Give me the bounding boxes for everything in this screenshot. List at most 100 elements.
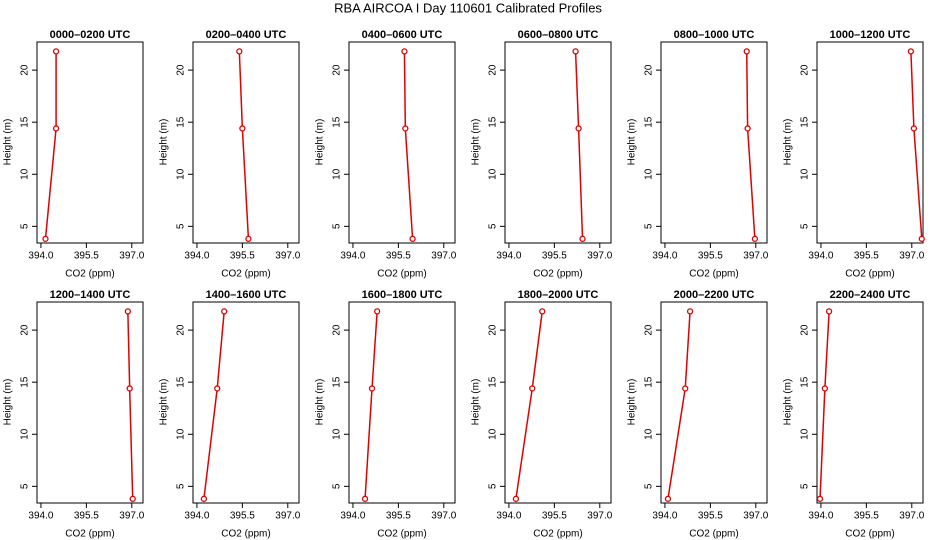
y-tick-label: 15 xyxy=(20,376,31,388)
y-tick-label: 20 xyxy=(176,64,187,76)
plot-frame xyxy=(660,41,768,244)
panel-title: 0200–0400 UTC xyxy=(206,29,287,41)
x-tick-label: 397.0 xyxy=(275,511,300,522)
panel: 2000–2200 UTC 394.0 395.5 397.0 5 10 15 20 CO2 (… xyxy=(627,289,769,540)
y-tick-label: 15 xyxy=(800,116,811,128)
y-axis-label: Height (m) xyxy=(783,119,794,166)
y-tick-label: 5 xyxy=(800,223,811,229)
y-tick-label: 5 xyxy=(176,223,187,229)
panel-title: 0800–1000 UTC xyxy=(674,29,755,41)
x-axis-label: CO2 (ppm) xyxy=(221,529,270,540)
x-axis-label: CO2 (ppm) xyxy=(377,529,426,540)
data-point xyxy=(572,48,579,55)
data-point xyxy=(221,308,228,315)
x-axis-label: CO2 (ppm) xyxy=(689,529,738,540)
profile-line xyxy=(745,51,756,239)
y-tick-label: 15 xyxy=(488,116,499,128)
x-tick-label: 395.5 xyxy=(698,511,723,522)
y-tick-label: 5 xyxy=(332,483,343,489)
y-tick-label: 10 xyxy=(800,428,811,440)
x-tick-label: 397.0 xyxy=(587,511,612,522)
data-point xyxy=(539,308,546,315)
y-tick-label: 5 xyxy=(20,223,31,229)
y-tick-label: 20 xyxy=(332,324,343,336)
data-point xyxy=(743,48,750,55)
data-point xyxy=(374,308,381,315)
x-tick-label: 394.0 xyxy=(184,251,209,262)
x-axis-label: CO2 (ppm) xyxy=(221,269,270,280)
plot-frame xyxy=(348,301,456,504)
data-point xyxy=(664,495,672,502)
x-tick-label: 394.0 xyxy=(340,511,365,522)
plot-frame xyxy=(816,41,924,244)
panel: 0000–0200 UTC 394.0 395.5 397.0 5 10 15 20 CO2 (… xyxy=(3,29,145,280)
y-tick-label: 15 xyxy=(644,376,655,388)
panel-title: 1800–2000 UTC xyxy=(518,289,599,301)
x-tick-label: 394.0 xyxy=(184,511,209,522)
y-tick-label: 10 xyxy=(176,428,187,440)
panel: 1000–1200 UTC 394.0 395.5 397.0 5 10 15 20 CO2 (… xyxy=(783,29,925,280)
y-axis-label: Height (m) xyxy=(627,119,638,166)
data-point xyxy=(124,308,132,315)
y-tick-label: 20 xyxy=(488,324,499,336)
profile-line xyxy=(364,311,378,499)
panel: 1600–1800 UTC 394.0 395.5 397.0 5 10 15 20 CO2 (… xyxy=(315,289,457,540)
profile-line xyxy=(910,51,923,239)
x-tick-label: 395.5 xyxy=(854,511,879,522)
panel-title: 0600–0800 UTC xyxy=(518,29,599,41)
y-tick-label: 20 xyxy=(644,324,655,336)
x-axis-label: CO2 (ppm) xyxy=(845,529,894,540)
x-tick-label: 395.5 xyxy=(386,511,411,522)
y-tick-label: 20 xyxy=(176,324,187,336)
profile-line xyxy=(667,311,691,499)
x-tick-label: 397.0 xyxy=(743,511,768,522)
y-tick-label: 20 xyxy=(800,324,811,336)
x-tick-label: 395.5 xyxy=(74,251,99,262)
x-tick-label: 394.0 xyxy=(28,511,53,522)
x-tick-label: 394.0 xyxy=(496,511,521,522)
data-point xyxy=(239,125,246,132)
page-title: RBA AIRCOA I Day 110601 Calibrated Profi… xyxy=(334,0,602,15)
y-tick-label: 10 xyxy=(644,168,655,180)
data-point xyxy=(575,125,582,132)
x-tick-label: 394.0 xyxy=(340,251,365,262)
data-point xyxy=(214,385,221,392)
data-point xyxy=(686,308,694,315)
y-axis-label: Height (m) xyxy=(627,379,638,426)
profile-line xyxy=(238,51,250,239)
data-point xyxy=(512,495,520,502)
y-tick-label: 15 xyxy=(176,116,187,128)
x-tick-label: 397.0 xyxy=(899,511,924,522)
y-tick-label: 10 xyxy=(20,428,31,440)
y-tick-label: 15 xyxy=(488,376,499,388)
data-point xyxy=(918,235,925,242)
profile-line xyxy=(819,311,830,499)
data-point xyxy=(52,48,60,55)
y-tick-label: 20 xyxy=(20,324,31,336)
panel: 0600–0800 UTC 394.0 395.5 397.0 5 10 15 20 CO2 (… xyxy=(471,29,613,280)
profile-line xyxy=(515,311,543,499)
data-point xyxy=(825,308,833,315)
y-tick-label: 10 xyxy=(332,168,343,180)
data-point xyxy=(402,125,409,132)
x-tick-label: 397.0 xyxy=(899,251,924,262)
profile-line xyxy=(574,51,584,239)
y-tick-label: 5 xyxy=(800,483,811,489)
panel-title: 1600–1800 UTC xyxy=(362,289,443,301)
plot-frame xyxy=(192,301,300,504)
x-axis-label: CO2 (ppm) xyxy=(65,269,114,280)
x-axis-label: CO2 (ppm) xyxy=(845,269,894,280)
plot-frame xyxy=(36,301,144,504)
x-tick-label: 394.0 xyxy=(496,251,521,262)
y-tick-label: 20 xyxy=(644,64,655,76)
x-tick-label: 395.5 xyxy=(230,251,255,262)
data-point xyxy=(409,235,416,242)
y-tick-label: 15 xyxy=(644,116,655,128)
data-point xyxy=(821,385,829,392)
y-tick-label: 20 xyxy=(800,64,811,76)
y-tick-label: 15 xyxy=(20,116,31,128)
y-axis-label: Height (m) xyxy=(159,119,170,166)
panel-title: 0000–0200 UTC xyxy=(50,29,131,41)
profile-line xyxy=(203,311,225,499)
